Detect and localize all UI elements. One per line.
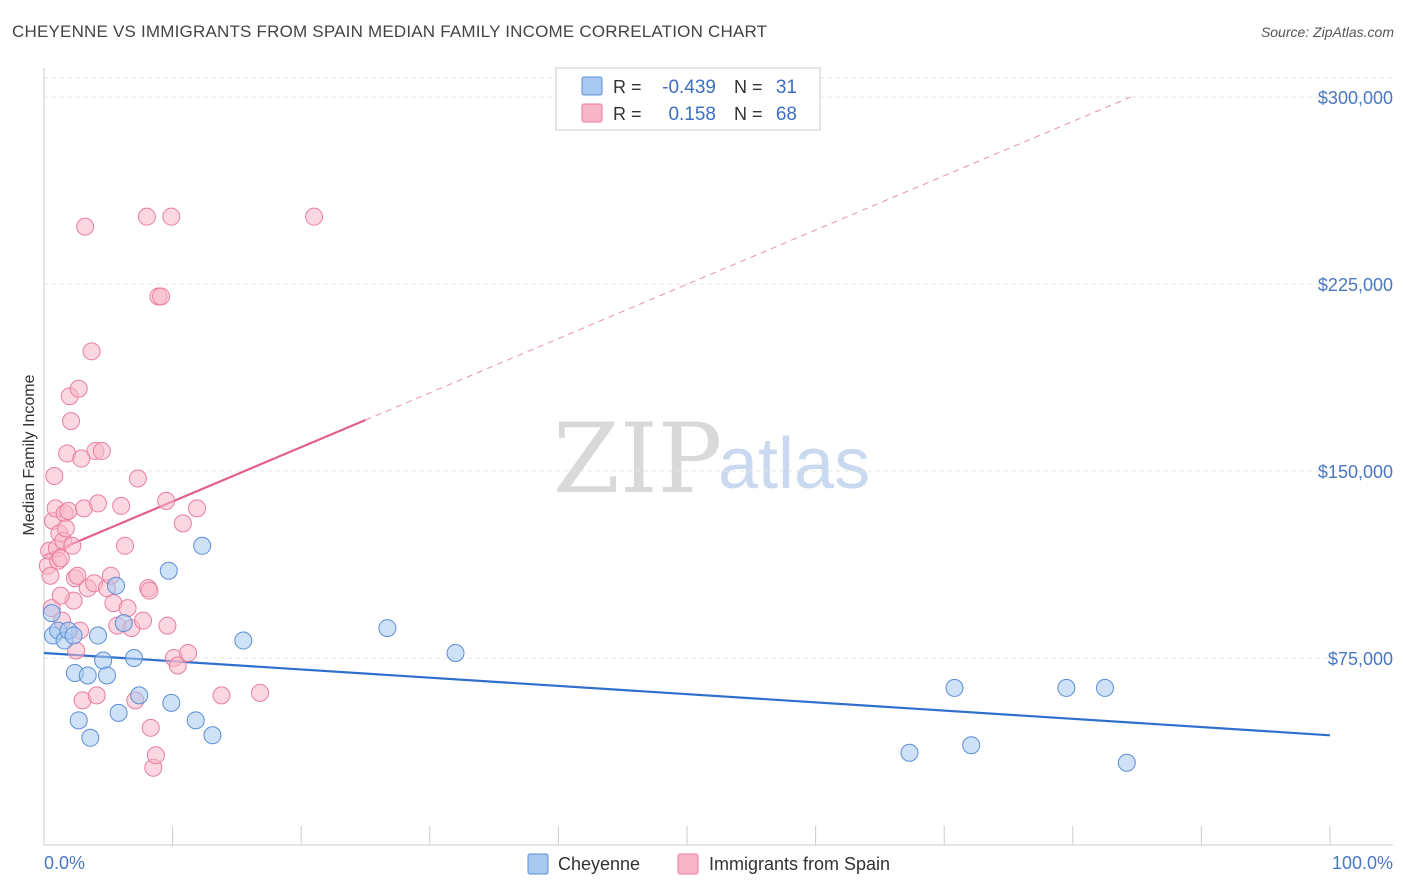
axes (43, 68, 1393, 846)
point-spain-61 (179, 644, 198, 663)
y-tick-label-2: $225,000 (1318, 275, 1393, 295)
point-spain-45 (128, 469, 147, 488)
point-spain-57 (162, 207, 181, 226)
point-spain-55 (157, 491, 176, 510)
point-cheyenne-25 (446, 644, 465, 663)
point-spain-14 (56, 519, 75, 538)
point-cheyenne-24 (378, 619, 397, 638)
point-spain-34 (89, 494, 108, 513)
point-spain-54 (152, 287, 171, 306)
point-cheyenne-13 (107, 576, 126, 595)
point-cheyenne-16 (125, 649, 144, 667)
point-spain-56 (158, 616, 177, 635)
legend-r-value-2: 0.158 (668, 104, 716, 125)
point-spain-40 (112, 496, 131, 515)
x-tick-max: 100.0% (1332, 853, 1393, 873)
y-axis-label: Median Family Income (21, 374, 38, 535)
point-spain-28 (76, 217, 95, 236)
point-cheyenne-29 (1057, 678, 1076, 697)
point-cheyenne-8 (78, 666, 97, 685)
point-spain-62 (188, 499, 207, 518)
point-spain-47 (137, 207, 156, 226)
data-points (38, 207, 1136, 777)
point-spain-5 (45, 466, 64, 485)
point-spain-67 (51, 586, 70, 605)
bottom-legend-spain: Immigrants from Spain (709, 854, 890, 874)
watermark-zip: ZIP (553, 403, 722, 515)
point-spain-23 (68, 566, 87, 585)
trendline-cheyenne (43, 651, 1331, 737)
point-spain-24 (69, 379, 88, 398)
gridlines (44, 77, 1393, 659)
legend-n-label-1: N = (734, 77, 763, 97)
y-tick-labels: $75,000 $150,000 $225,000 $300,000 (1318, 88, 1393, 669)
point-spain-65 (305, 207, 324, 226)
bottom-legend-swatch-spain (677, 853, 699, 875)
point-spain-10 (51, 549, 70, 568)
point-spain-18 (62, 412, 81, 431)
point-cheyenne-7 (69, 711, 88, 730)
point-cheyenne-15 (114, 614, 133, 633)
point-cheyenne-22 (203, 726, 222, 745)
y-tick-label-3: $300,000 (1318, 88, 1393, 108)
point-cheyenne-26 (900, 743, 919, 762)
correlation-legend: R = -0.439 N = 31 R = 0.158 N = 68 (555, 67, 821, 131)
point-spain-64 (251, 683, 270, 702)
point-cheyenne-10 (89, 626, 108, 645)
point-cheyenne-30 (1095, 678, 1114, 697)
point-cheyenne-14 (109, 703, 128, 722)
point-spain-63 (212, 686, 231, 705)
point-spain-50 (141, 718, 160, 737)
trendlines (43, 96, 1331, 737)
point-spain-30 (82, 342, 101, 361)
point-cheyenne-12 (98, 666, 117, 685)
point-cheyenne-9 (81, 728, 100, 747)
point-spain-16 (59, 501, 78, 520)
point-cheyenne-17 (130, 686, 149, 705)
legend-swatch-cheyenne (581, 76, 603, 96)
point-spain-2 (41, 566, 60, 585)
point-cheyenne-28 (962, 736, 981, 755)
watermark-atlas: atlas (718, 424, 870, 504)
point-cheyenne-0 (42, 604, 61, 623)
legend-r-label-1: R = (613, 77, 642, 97)
point-spain-41 (116, 536, 135, 555)
point-spain-59 (168, 656, 187, 675)
trendline-spain-dashed (365, 96, 1131, 421)
point-cheyenne-31 (1117, 753, 1136, 772)
point-cheyenne-20 (186, 711, 205, 730)
point-spain-46 (134, 611, 153, 630)
point-spain-35 (92, 442, 111, 461)
point-spain-66 (72, 449, 91, 468)
source-label: Source: ZipAtlas.com (1260, 24, 1394, 40)
point-spain-52 (146, 746, 165, 765)
point-cheyenne-5 (64, 626, 83, 645)
legend-n-label-2: N = (734, 104, 763, 124)
y-tick-label-1: $150,000 (1318, 462, 1393, 482)
legend-n-value-2: 68 (776, 104, 797, 125)
point-spain-19 (63, 536, 82, 555)
y-tick-label-0: $75,000 (1328, 649, 1393, 669)
legend-r-label-2: R = (613, 104, 642, 124)
x-tick-min: 0.0% (44, 853, 85, 873)
legend-n-value-1: 31 (776, 77, 797, 98)
legend-r-value-1: -0.439 (662, 77, 716, 98)
bottom-legend-swatch-cheyenne (527, 853, 549, 875)
trendline-spain-solid (43, 419, 366, 557)
point-cheyenne-11 (94, 651, 113, 670)
point-cheyenne-18 (159, 561, 178, 580)
point-cheyenne-21 (193, 536, 212, 555)
point-cheyenne-27 (945, 678, 964, 697)
point-cheyenne-23 (234, 631, 253, 650)
series-legend: Cheyenne Immigrants from Spain (527, 853, 890, 875)
point-cheyenne-19 (162, 693, 181, 712)
bottom-legend-cheyenne: Cheyenne (558, 854, 640, 874)
legend-swatch-spain (581, 103, 603, 123)
chart-title: CHEYENNE VS IMMIGRANTS FROM SPAIN MEDIAN… (12, 22, 768, 41)
point-spain-42 (118, 599, 137, 618)
point-spain-60 (173, 514, 192, 533)
point-spain-33 (87, 686, 106, 705)
point-spain-49 (140, 581, 159, 600)
